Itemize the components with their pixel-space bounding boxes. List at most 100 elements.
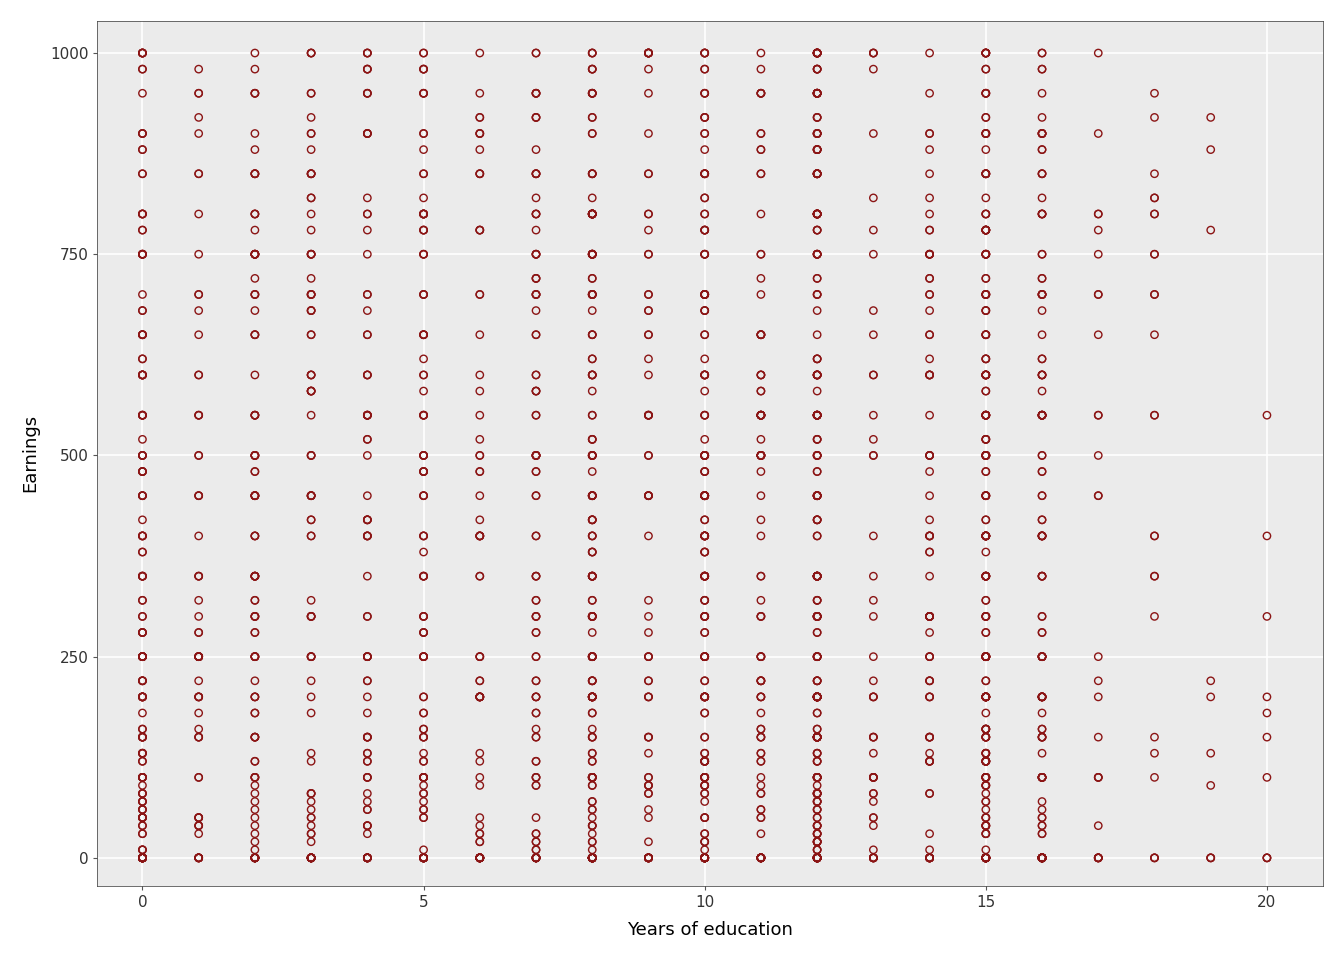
Point [300,287,321,302]
Point [694,851,715,866]
Point [582,488,603,503]
Point [413,488,434,503]
Point [413,166,434,181]
Point [300,851,321,866]
Point [132,851,153,866]
Point [1031,851,1052,866]
Point [806,408,828,423]
Point [132,649,153,664]
Point [356,851,378,866]
Point [974,408,996,423]
Point [694,649,715,664]
Point [413,770,434,785]
Point [919,689,941,705]
Point [694,689,715,705]
Point [245,649,266,664]
Point [694,834,715,850]
Point [582,689,603,705]
Point [694,609,715,624]
Point [132,247,153,262]
Point [806,818,828,833]
Point [188,649,210,664]
Point [356,528,378,543]
Point [582,512,603,527]
Point [300,851,321,866]
Point [694,488,715,503]
Point [526,673,547,688]
Point [806,368,828,383]
Point [1257,851,1278,866]
Point [974,568,996,584]
Point [750,810,771,826]
Point [974,851,996,866]
Point [806,851,828,866]
Point [974,528,996,543]
Point [300,368,321,383]
Point [750,271,771,286]
Point [637,851,659,866]
Point [300,818,321,833]
Point [300,512,321,527]
Point [582,649,603,664]
Point [300,609,321,624]
Point [806,447,828,463]
Point [245,770,266,785]
Point [413,851,434,866]
Point [413,447,434,463]
Point [750,408,771,423]
Point [245,730,266,745]
Point [582,754,603,769]
Point [750,851,771,866]
Point [806,673,828,688]
Point [974,488,996,503]
Point [806,810,828,826]
Point [1031,689,1052,705]
Point [300,45,321,60]
Point [806,794,828,809]
Point [694,689,715,705]
Point [637,649,659,664]
Point [245,528,266,543]
Point [694,754,715,769]
Point [806,368,828,383]
Point [750,568,771,584]
Point [694,778,715,793]
Point [188,61,210,77]
Point [526,85,547,101]
Point [132,851,153,866]
Point [1031,206,1052,222]
Point [245,609,266,624]
Point [750,408,771,423]
Point [582,592,603,608]
Point [413,206,434,222]
Point [300,488,321,503]
Point [132,851,153,866]
Point [806,721,828,736]
Point [750,851,771,866]
Point [750,142,771,157]
Point [806,786,828,802]
Point [356,851,378,866]
Point [245,851,266,866]
Point [974,851,996,866]
Point [1087,689,1109,705]
Point [637,746,659,761]
Point [132,851,153,866]
Point [245,794,266,809]
Point [974,432,996,447]
Point [526,810,547,826]
Point [974,770,996,785]
Point [132,818,153,833]
Point [694,649,715,664]
Point [694,568,715,584]
Point [413,851,434,866]
Point [356,85,378,101]
Point [526,488,547,503]
Point [1031,851,1052,866]
Point [132,730,153,745]
Point [300,126,321,141]
Point [637,408,659,423]
Point [637,673,659,688]
Point [132,851,153,866]
Point [974,746,996,761]
